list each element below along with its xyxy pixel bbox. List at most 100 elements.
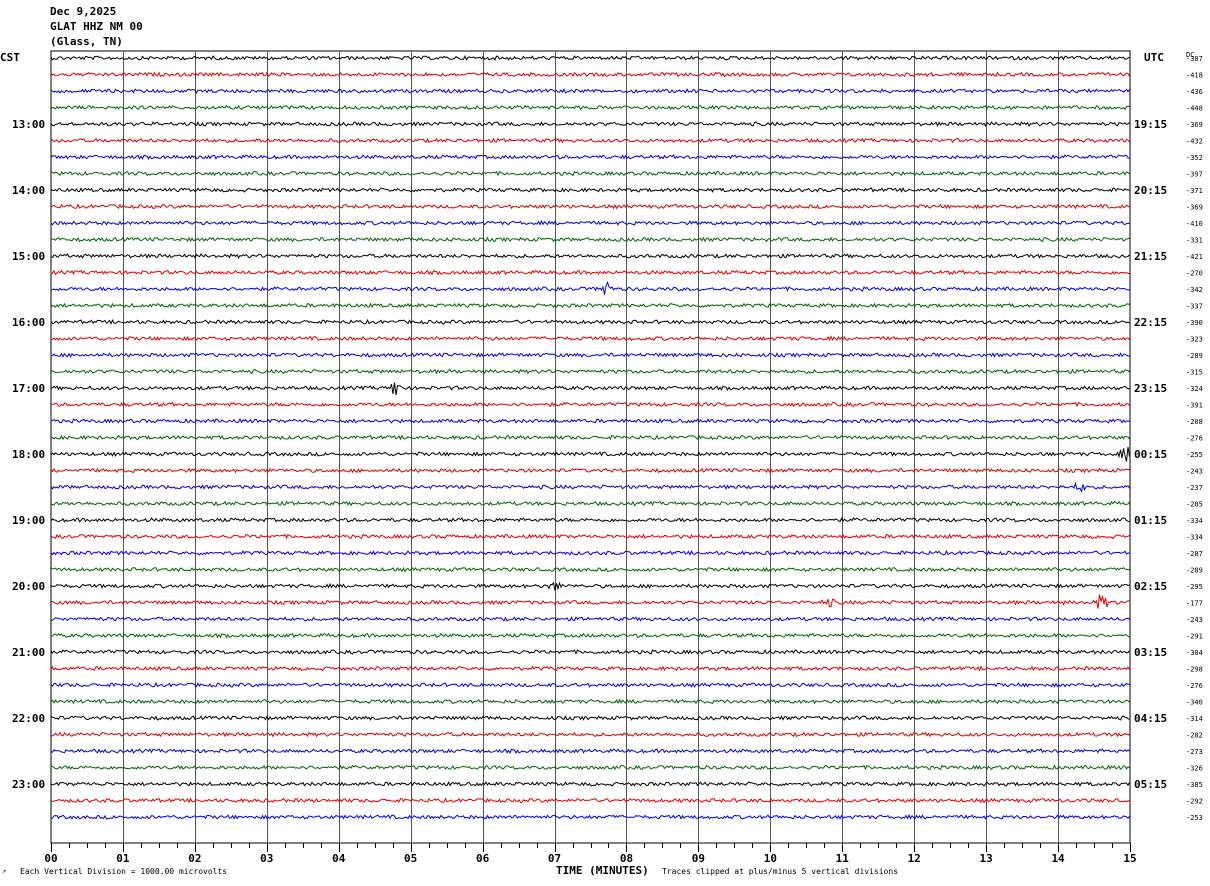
seismogram-trace	[50, 698, 1130, 705]
x-tick-label: 09	[692, 852, 705, 865]
seismogram-trace	[50, 352, 1130, 358]
dc-offset-label: -340	[1186, 699, 1203, 707]
left-timezone-label: CST	[0, 51, 20, 64]
seismogram-trace	[51, 269, 1130, 276]
dc-offset-label: -276	[1186, 682, 1203, 690]
dc-offset-label: -390	[1186, 319, 1203, 327]
dc-offset-label: -369	[1186, 121, 1203, 129]
seismogram-trace	[50, 715, 1130, 721]
seismogram-trace	[50, 318, 1130, 325]
seismogram-trace	[50, 681, 1130, 688]
seismogram-trace	[50, 280, 1130, 295]
seismogram-trace	[50, 533, 1130, 540]
dc-offset-label: -436	[1186, 88, 1203, 96]
cst-hour-label: 13:00	[12, 118, 45, 131]
dc-offset-label: -282	[1186, 732, 1203, 740]
seismogram-trace	[50, 500, 1130, 507]
dc-offset-label: -331	[1186, 237, 1203, 245]
utc-hour-label: 21:15	[1134, 250, 1167, 263]
dc-offset-label: -289	[1186, 567, 1203, 575]
dc-offset-label: -314	[1186, 715, 1203, 723]
clip-note: Traces clipped at plus/minus 5 vertical …	[662, 867, 899, 876]
seismogram-trace	[50, 781, 1130, 787]
dc-offset-label: -326	[1186, 765, 1203, 773]
dc-offset-label: -337	[1186, 303, 1203, 311]
right-timezone-label: UTC	[1144, 51, 1164, 64]
seismogram-trace	[50, 665, 1130, 672]
dc-offset-label: -397	[1186, 171, 1203, 179]
seismogram-trace	[50, 88, 1130, 94]
seismogram-trace	[50, 731, 1130, 738]
utc-hour-label: 22:15	[1134, 316, 1167, 329]
dc-offset-label: -243	[1186, 616, 1203, 624]
dc-offset-label: -410	[1186, 220, 1203, 228]
seismogram-trace	[50, 566, 1130, 573]
seismogram-trace	[50, 104, 1130, 111]
plot-frame	[50, 50, 1131, 844]
seismogram-trace	[51, 764, 1130, 771]
cst-hour-label: 20:00	[12, 580, 45, 593]
dc-offset-label: -255	[1186, 451, 1203, 459]
dc-offset-label: -276	[1186, 435, 1203, 443]
dc-offset-label: -243	[1186, 468, 1203, 476]
dc-offset-label: -273	[1186, 748, 1203, 756]
x-tick-label: 02	[188, 852, 201, 865]
dc-offset-label: -387	[1186, 55, 1203, 63]
dc-offset-label: -391	[1186, 402, 1203, 410]
seismogram-trace	[50, 54, 1130, 62]
utc-hour-label: 02:15	[1134, 580, 1167, 593]
x-tick-label: 11	[836, 852, 850, 865]
seismogram-trace	[50, 401, 1130, 408]
dc-offset-label: -177	[1186, 600, 1203, 608]
seismogram-trace	[50, 170, 1130, 177]
seismogram-trace	[50, 748, 1130, 755]
seismogram-trace	[50, 219, 1130, 226]
seismogram-trace	[50, 253, 1130, 260]
header-date: Dec 9,2025	[50, 5, 117, 18]
x-tick-label: 01	[116, 852, 130, 865]
dc-offset-label: -237	[1186, 484, 1203, 492]
dc-offset-label: -304	[1186, 649, 1203, 657]
utc-hour-label: 23:15	[1134, 382, 1167, 395]
utc-hour-label: 20:15	[1134, 184, 1167, 197]
seismogram-trace	[50, 446, 1130, 462]
seismogram-trace	[50, 137, 1130, 144]
seismogram-trace	[50, 382, 1130, 396]
cst-hour-label: 23:00	[12, 778, 45, 791]
traces: -387 -418 -436 -448 -369 -432 -352 -397 -371 -369…	[50, 54, 1203, 822]
dc-offset-label: -334	[1186, 534, 1203, 542]
dc-offset-label: -352	[1186, 154, 1203, 162]
seismogram-trace	[50, 648, 1130, 655]
cst-hour-label: 15:00	[12, 250, 45, 263]
corner-arrow-icon: ↗	[2, 867, 7, 875]
seismogram-trace	[50, 121, 1130, 128]
dc-offset-label: -289	[1186, 352, 1203, 360]
dc-offset-label: -253	[1186, 814, 1203, 822]
dc-offset-label: -371	[1186, 187, 1203, 195]
cst-hour-label: 22:00	[12, 712, 45, 725]
utc-hour-label: 03:15	[1134, 646, 1167, 659]
x-tick-label: 07	[548, 852, 561, 865]
dc-offset-label: -418	[1186, 72, 1203, 80]
x-tick-label: 03	[260, 852, 273, 865]
dc-offset-label: -285	[1186, 501, 1203, 509]
dc-offset-label: -432	[1186, 138, 1203, 146]
x-tick-label: 15	[1123, 852, 1136, 865]
x-axis: 13:00 14:00 15:00 16:00 17:00 18:00 19:00 20:00…	[12, 118, 1167, 865]
dc-offset-label: -324	[1186, 385, 1203, 393]
dc-offset-label: -421	[1186, 253, 1203, 261]
seismogram-trace	[50, 517, 1130, 523]
header-station: GLAT HHZ NM 00	[50, 20, 143, 33]
seismogram-trace	[50, 581, 1130, 591]
dc-offset-label: -298	[1186, 666, 1203, 674]
seismogram-trace	[50, 302, 1130, 309]
dc-offset-label: -292	[1186, 798, 1203, 806]
seismogram-trace	[50, 632, 1130, 639]
dc-offset-label: -315	[1186, 369, 1203, 377]
seismogram-trace	[50, 154, 1130, 161]
seismogram-trace	[50, 616, 1130, 622]
dc-offset-label: -270	[1186, 270, 1203, 278]
dc-offset-label: -342	[1186, 286, 1203, 294]
cst-hour-label: 17:00	[12, 382, 45, 395]
cst-hour-label: 14:00	[12, 184, 45, 197]
